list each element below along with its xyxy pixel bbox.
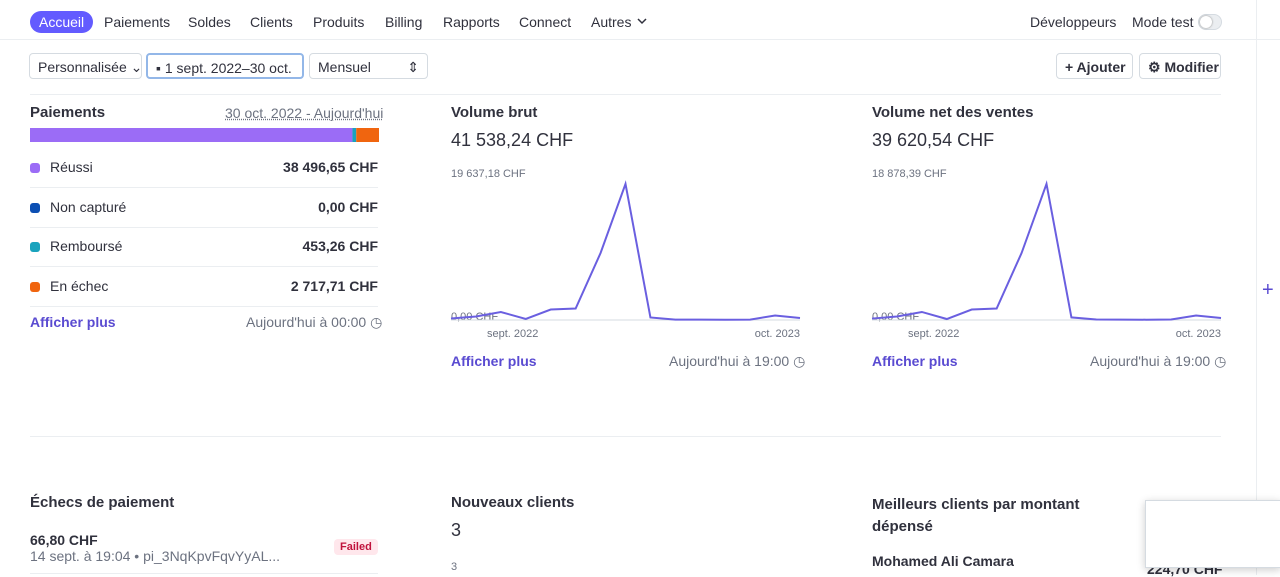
nav-item[interactable]: Accueil bbox=[30, 11, 94, 33]
updated-text: Aujourd'hui à 00:00 bbox=[246, 314, 367, 330]
status-row: Réussi 38 496,65 CHF bbox=[30, 148, 378, 188]
status-row: Non capturé 0,00 CHF bbox=[30, 188, 378, 228]
period: Personnalisée bbox=[38, 59, 127, 75]
x-tick-label: sept. 2022 bbox=[908, 328, 959, 340]
total: 41 538,24 CHF bbox=[451, 130, 574, 150]
bar-segment bbox=[352, 128, 357, 142]
updated-text: Aujourd'hui à 19:00 bbox=[669, 353, 790, 369]
thumbnail bbox=[1145, 500, 1280, 568]
nav-item[interactable]: Billing bbox=[385, 14, 423, 30]
status-row: Remboursé 453,26 CHF bbox=[30, 227, 378, 268]
badge: Failed bbox=[334, 539, 378, 555]
period-select[interactable]: Personnalisée ⌄ bbox=[29, 53, 142, 79]
status-amount: 38 496,65 CHF bbox=[283, 159, 378, 175]
link[interactable]: Afficher plus bbox=[30, 314, 116, 330]
x-tick-label: sept. 2022 bbox=[487, 328, 538, 340]
dates: 1 sept. 2022–30 oct. bbox=[164, 60, 292, 76]
plus-icon[interactable]: + bbox=[1262, 279, 1274, 301]
edit-button[interactable]: ⚙ Modifier bbox=[1139, 53, 1221, 79]
amount: 66,80 CHF bbox=[30, 532, 98, 548]
card-title: Nouveaux clients bbox=[451, 494, 575, 511]
divider bbox=[30, 573, 378, 574]
updated: Aujourd'hui à 00:00 ◷ bbox=[246, 314, 383, 330]
tick-label: 3 bbox=[451, 561, 458, 573]
status-dot bbox=[30, 242, 40, 253]
nav-border bbox=[0, 39, 1280, 40]
bar-segment bbox=[356, 128, 379, 142]
y-tick-label: 19 637,18 CHF bbox=[451, 168, 526, 180]
status-dot bbox=[30, 163, 40, 173]
nav-item[interactable]: Soldes bbox=[188, 14, 231, 30]
card-title: Échecs de paiement bbox=[30, 494, 175, 511]
status-row: En échec 2 717,71 CHF bbox=[30, 267, 378, 308]
range[interactable]: 30 oct. 2022 - Aujourd'hui bbox=[225, 105, 384, 121]
payment-bar bbox=[30, 128, 379, 142]
label: Modifier bbox=[1164, 59, 1219, 75]
card-title: Paiements bbox=[30, 104, 106, 121]
client-name: Mohamed Ali Camara bbox=[872, 553, 1014, 569]
nav-item[interactable]: Paiements bbox=[104, 14, 171, 30]
line bbox=[871, 180, 1222, 321]
divider bbox=[30, 94, 1221, 95]
divider bbox=[30, 436, 1221, 437]
status-label: Non capturé bbox=[50, 198, 127, 215]
nav-item[interactable]: Connect bbox=[519, 14, 572, 30]
nav-item[interactable]: Autres bbox=[591, 14, 632, 30]
label: Ajouter bbox=[1076, 59, 1126, 75]
line bbox=[450, 180, 801, 321]
status-amount: 2 717,71 CHF bbox=[290, 278, 378, 295]
nav-item[interactable]: Produits bbox=[313, 14, 365, 30]
status-dot bbox=[30, 202, 40, 213]
status-amount: 453,26 CHF bbox=[302, 238, 378, 255]
nav-item[interactable]: Mode test bbox=[1132, 14, 1194, 30]
date-picker[interactable]: ▪ 1 sept. 2022–30 oct. bbox=[146, 53, 304, 79]
side-border bbox=[1256, 0, 1257, 575]
toggle[interactable] bbox=[1198, 14, 1222, 30]
status-label: Réussi bbox=[50, 159, 93, 175]
updated-text: Aujourd'hui à 19:00 bbox=[1090, 353, 1211, 369]
updated: Aujourd'hui à 19:00 ◷ bbox=[669, 353, 806, 369]
interval-select[interactable]: Mensuel ⇕ bbox=[309, 53, 428, 79]
interval: Mensuel bbox=[318, 59, 371, 75]
nav-item[interactable]: Clients bbox=[250, 14, 293, 30]
updated: Aujourd'hui à 19:00 ◷ bbox=[1090, 353, 1227, 369]
link[interactable]: Afficher plus bbox=[451, 353, 537, 369]
status-label: En échec bbox=[50, 278, 109, 295]
chevron bbox=[637, 18, 647, 25]
x-tick-label: oct. 2023 bbox=[755, 328, 800, 340]
link[interactable]: Afficher plus bbox=[872, 353, 958, 369]
bar-segment bbox=[30, 128, 353, 142]
x-tick-label: oct. 2023 bbox=[1176, 328, 1221, 340]
status-amount: 0,00 CHF bbox=[318, 198, 378, 215]
nav-item[interactable]: Développeurs bbox=[1030, 14, 1117, 30]
nav-item[interactable]: Rapports bbox=[443, 14, 500, 30]
card-title: Meilleurs clients par montant dépensé bbox=[872, 496, 1080, 535]
card-title: Volume brut bbox=[451, 104, 538, 121]
card-title: Volume net des ventes bbox=[872, 104, 1034, 121]
y-tick-label: 18 878,39 CHF bbox=[872, 168, 947, 180]
status-dot bbox=[30, 282, 40, 293]
total: 3 bbox=[451, 520, 462, 540]
total: 39 620,54 CHF bbox=[872, 130, 995, 150]
status-label: Remboursé bbox=[50, 238, 123, 255]
detail: 14 sept. à 19:04 • pi_3NqKpvFqvYyAL... bbox=[30, 548, 281, 564]
add-button[interactable]: + Ajouter bbox=[1056, 53, 1133, 79]
